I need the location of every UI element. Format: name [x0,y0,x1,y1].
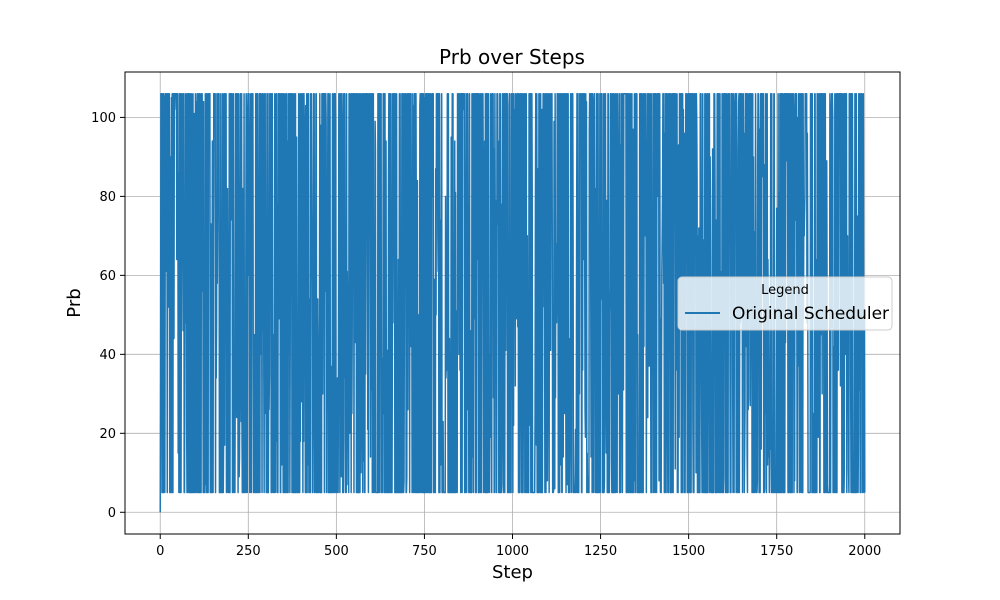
y-tick-label: 40 [99,348,116,363]
series-layer [159,92,866,513]
y-tick-label: 20 [99,427,116,442]
x-tick-label: 0 [156,544,164,559]
x-tick-label: 500 [324,544,349,559]
x-tick-label: 1250 [584,544,617,559]
y-axis-ticks: 0 20 40 60 80 100 [91,111,125,521]
chart-title: Prb over Steps [439,45,585,69]
x-axis-ticks: 0 250 500 750 1000 1250 1500 1750 2000 [156,534,881,559]
y-tick-label: 100 [91,111,116,126]
y-tick-label: 60 [99,269,116,284]
x-tick-label: 250 [236,544,261,559]
legend-title: Legend [761,283,809,298]
legend-box [677,276,893,331]
legend: Legend Original Scheduler [677,276,893,331]
y-tick-label: 0 [108,506,116,521]
series-line-original-scheduler [159,92,866,513]
x-tick-label: 1750 [760,544,793,559]
x-tick-label: 750 [412,544,437,559]
y-axis-title: Prb [64,288,85,317]
x-tick-label: 1500 [672,544,705,559]
x-tick-label: 2000 [848,544,881,559]
legend-label-original-scheduler: Original Scheduler [732,304,889,324]
y-tick-label: 80 [99,190,116,205]
x-axis-title: Step [492,562,533,583]
x-tick-label: 1000 [496,544,529,559]
